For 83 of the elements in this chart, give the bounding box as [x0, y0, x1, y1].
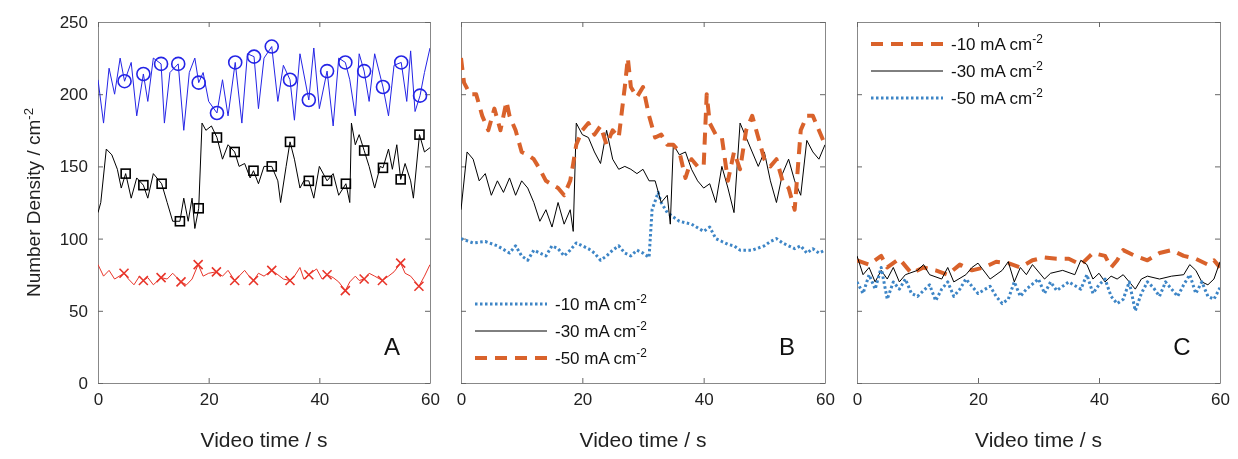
point [191, 75, 207, 90]
x-tick-label: 20 [969, 390, 988, 410]
x-axis-title: Video time / s [200, 428, 328, 451]
legend-label: -30 mA cm$^{-2}$ [951, 59, 1044, 81]
x-tick-label: 40 [694, 390, 714, 410]
point [227, 55, 243, 70]
point [321, 269, 333, 280]
y-tick-label: 200 [59, 85, 88, 105]
point [117, 73, 132, 89]
y-tick-label: 150 [59, 157, 88, 177]
point [118, 267, 130, 279]
point [282, 72, 298, 88]
point [170, 56, 186, 72]
point [340, 285, 351, 296]
point [266, 161, 278, 172]
point [338, 55, 353, 70]
point [120, 168, 131, 179]
point [321, 175, 333, 187]
point [284, 275, 296, 286]
point [393, 55, 409, 70]
line-series [98, 122, 430, 229]
point [284, 136, 296, 148]
point [155, 272, 167, 283]
legend-label: -10 mA cm$^{-2}$ [951, 32, 1044, 54]
point [136, 66, 151, 82]
point [264, 39, 280, 54]
point [248, 165, 259, 177]
annotation: A [383, 333, 401, 360]
point [319, 63, 335, 79]
point [248, 275, 259, 286]
x-tick-label: 40 [1090, 390, 1109, 410]
x-tick-label: 60 [816, 390, 835, 410]
point [303, 269, 315, 280]
point [192, 259, 204, 270]
x-tick-label: 60 [1211, 390, 1230, 410]
line-series [98, 262, 430, 292]
point [358, 273, 370, 285]
point [413, 280, 425, 292]
legend-label: -50 mA cm$^{-2}$ [555, 346, 648, 368]
point [193, 202, 205, 214]
point [301, 92, 317, 108]
x-axis-title: Video time / s [579, 428, 707, 451]
point [377, 275, 388, 286]
point [246, 49, 262, 64]
legend-label: -30 mA cm$^{-2}$ [555, 319, 648, 341]
point [412, 88, 428, 103]
point [209, 105, 225, 121]
point [174, 215, 186, 227]
point [395, 257, 406, 269]
x-tick-label: 20 [573, 390, 593, 410]
point [138, 179, 149, 191]
point [358, 145, 370, 156]
point [356, 63, 372, 79]
point [229, 275, 240, 286]
point [414, 129, 425, 140]
annotation: C [1173, 333, 1191, 360]
point [211, 266, 222, 278]
x-tick-label: 0 [852, 390, 863, 410]
point [156, 178, 167, 190]
point [266, 265, 278, 276]
x-tick-label: 0 [93, 390, 104, 410]
x-tick-label: 20 [199, 390, 219, 410]
point [138, 275, 149, 286]
point [211, 132, 223, 143]
point [377, 162, 389, 174]
point [153, 56, 169, 72]
annotation: B [778, 333, 796, 360]
x-axis-title: Video time / s [975, 428, 1102, 451]
y-tick-label: 50 [69, 301, 88, 321]
y-tick-label: 0 [78, 373, 88, 393]
x-tick-label: 40 [310, 390, 330, 410]
y-tick-label: 100 [59, 229, 88, 249]
point [340, 178, 352, 190]
legend-label: -10 mA cm$^{-2}$ [555, 292, 648, 314]
point [175, 276, 187, 288]
y-tick-label: 250 [59, 12, 88, 32]
point [303, 175, 315, 187]
legend-label: -50 mA cm$^{-2}$ [951, 86, 1044, 108]
point [229, 146, 240, 158]
x-tick-label: 0 [456, 390, 467, 410]
point [395, 174, 406, 185]
point [375, 79, 391, 95]
x-tick-label: 60 [421, 390, 440, 410]
